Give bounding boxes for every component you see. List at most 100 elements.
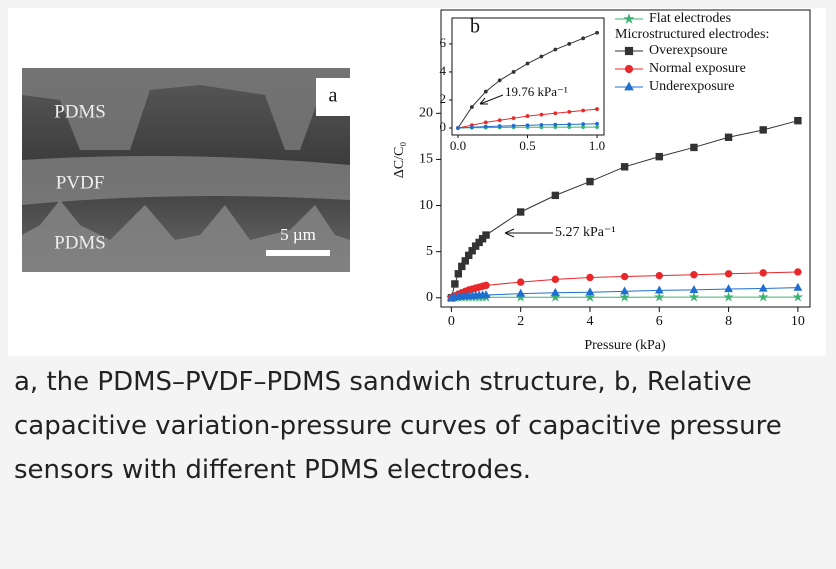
y-tick-label: 5 — [426, 244, 433, 259]
marker — [469, 105, 474, 109]
y-tick-label: 10 — [419, 198, 433, 213]
marker — [620, 286, 629, 295]
marker — [525, 114, 530, 118]
marker — [585, 287, 595, 296]
marker — [723, 291, 734, 302]
marker — [451, 280, 459, 288]
legend-heading: Microstructured electrodes: — [615, 27, 769, 42]
marker — [516, 278, 525, 286]
x-tick-label: 0 — [448, 314, 455, 329]
marker — [550, 287, 560, 296]
marker — [619, 291, 630, 302]
marker — [724, 270, 733, 278]
marker — [567, 42, 572, 46]
marker — [654, 291, 665, 302]
marker — [483, 124, 488, 129]
x-tick-label: 2 — [517, 314, 524, 329]
marker — [688, 291, 700, 302]
legend-label: Flat electrodes — [649, 11, 731, 26]
inset-panel-label: b — [470, 16, 480, 38]
sem-label: PDMS — [54, 232, 106, 253]
caption: a, the PDMS–PVDF–PDMS sandwich structure… — [14, 367, 782, 485]
marker — [586, 177, 594, 186]
marker — [690, 143, 698, 152]
marker — [497, 124, 502, 129]
marker — [689, 285, 699, 293]
marker — [724, 133, 733, 141]
marker — [567, 109, 572, 114]
x-tick-label: 4 — [586, 314, 593, 329]
marker — [511, 123, 516, 128]
marker — [525, 123, 530, 128]
x-tick-label: 1.0 — [589, 138, 605, 153]
legend-label: Overexpsoure — [649, 43, 728, 58]
sem-label: PVDF — [56, 172, 105, 193]
x-tick-label: 0.5 — [519, 138, 535, 153]
marker — [595, 30, 599, 35]
marker — [794, 268, 802, 276]
panel-label: a — [329, 85, 338, 107]
marker — [511, 70, 516, 74]
marker — [456, 126, 460, 130]
y-axis-label: ΔC/C₀ — [392, 142, 407, 179]
marker — [525, 61, 530, 66]
marker — [550, 291, 561, 302]
marker — [567, 122, 572, 127]
legend-label: Underexposure — [649, 79, 735, 94]
legend-marker — [624, 64, 634, 74]
x-tick-label: 8 — [725, 314, 732, 329]
figure-graphics: a PDMS PVDF PDMS 5 µm ΔC/C₀ Pressure (kP… — [22, 9, 811, 353]
x-tick-label: 10 — [791, 314, 805, 329]
marker — [483, 89, 488, 94]
sem-image: a PDMS PVDF PDMS 5 µm — [22, 68, 350, 272]
inset-annotation-arrow — [479, 94, 504, 105]
marker — [620, 272, 629, 281]
marker — [794, 116, 802, 125]
marker — [469, 125, 474, 130]
x-axis-label: Pressure (kPa) — [584, 338, 666, 353]
scale-bar-label: 5 µm — [280, 225, 316, 244]
marker — [581, 108, 586, 113]
marker — [539, 54, 544, 59]
y-tick-label: 0 — [426, 290, 433, 305]
x-tick-label: 6 — [656, 314, 663, 329]
panel-label-box — [316, 78, 350, 116]
legend-marker — [624, 46, 634, 56]
plot-frame — [440, 9, 811, 308]
marker — [539, 123, 544, 127]
marker — [516, 208, 525, 216]
y-tick-label: 4 — [440, 63, 447, 78]
marker — [482, 231, 490, 239]
marker — [690, 271, 698, 279]
marker — [481, 290, 491, 299]
marker — [758, 283, 768, 292]
marker — [595, 107, 599, 111]
series-line — [450, 120, 799, 298]
marker — [581, 125, 586, 130]
y-tick-label: 6 — [440, 35, 447, 50]
annotation: 5.27 kPa⁻¹ — [555, 225, 616, 240]
marker — [654, 285, 664, 294]
marker — [584, 291, 596, 302]
marker — [793, 282, 803, 291]
marker — [553, 122, 558, 127]
y-tick-label: 15 — [419, 152, 433, 167]
y-tick-label: 0 — [440, 119, 447, 134]
legend-marker — [623, 13, 635, 24]
marker — [655, 271, 663, 280]
marker — [454, 270, 463, 278]
marker — [539, 112, 544, 117]
marker — [482, 281, 490, 290]
marker — [792, 291, 804, 302]
marker — [497, 118, 502, 123]
marker — [553, 47, 558, 52]
marker — [551, 275, 560, 284]
marker — [553, 111, 558, 116]
y-tick-label: 20 — [419, 106, 433, 121]
marker — [516, 288, 526, 297]
marker — [595, 125, 599, 130]
marker — [511, 116, 516, 121]
marker — [581, 122, 586, 126]
marker — [586, 273, 594, 282]
